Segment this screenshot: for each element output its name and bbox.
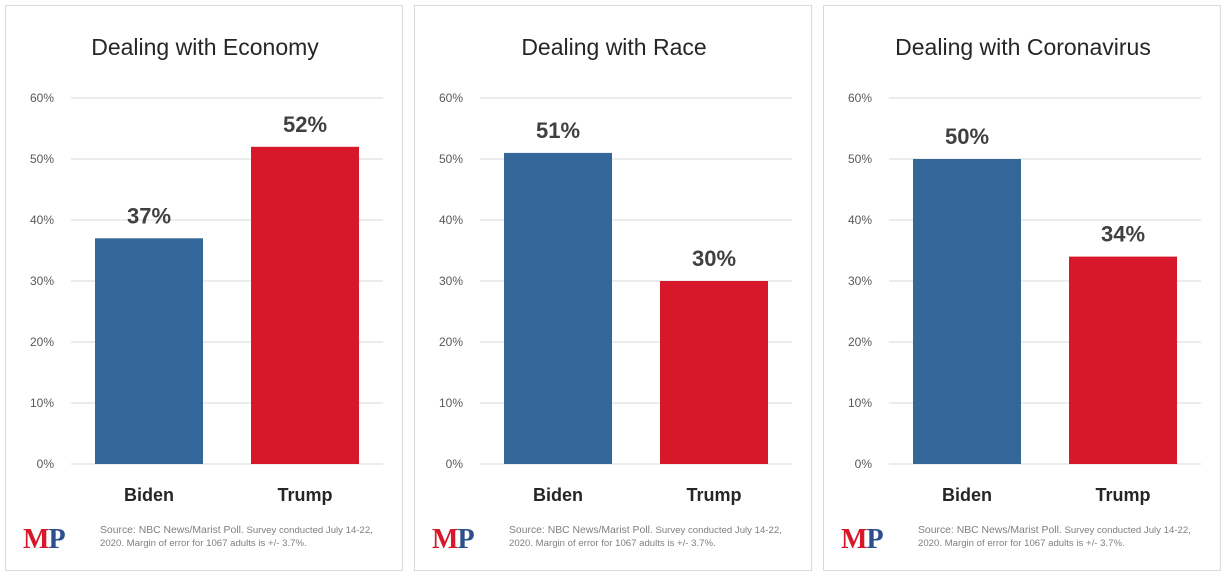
y-tick-label: 20%: [30, 335, 54, 349]
y-tick-label: 60%: [30, 91, 54, 105]
x-category-label: Biden: [124, 485, 174, 505]
y-tick-label: 50%: [30, 152, 54, 166]
source-rest: Survey conducted July 14-22, 2020. Margi…: [100, 525, 373, 549]
x-category-label: Biden: [942, 485, 992, 505]
y-tick-label: 0%: [855, 457, 873, 471]
bar-biden: [913, 159, 1021, 464]
data-label: 30%: [692, 246, 736, 271]
y-tick-label: 50%: [848, 152, 872, 166]
x-category-label: Trump: [277, 485, 332, 505]
data-label: 51%: [536, 118, 580, 143]
source-note: Source: NBC News/Marist Poll. Survey con…: [509, 524, 805, 550]
data-label: 37%: [127, 203, 171, 228]
data-label: 52%: [283, 112, 327, 137]
x-category-label: Trump: [686, 485, 741, 505]
data-label: 34%: [1101, 222, 1145, 247]
y-tick-label: 30%: [30, 274, 54, 288]
source-note: Source: NBC News/Marist Poll. Survey con…: [918, 524, 1214, 550]
bar-chart-race: Dealing with Race 0% 10% 20% 30% 40% 50% 60% 51%…: [439, 34, 792, 505]
y-tick-label: 60%: [848, 91, 872, 105]
x-category-label: Trump: [1095, 485, 1150, 505]
chart-panel-race: Dealing with Race 0% 10% 20% 30% 40% 50% 60% 51%…: [414, 5, 812, 571]
source-rest: Survey conducted July 14-22, 2020. Margi…: [509, 525, 782, 549]
y-tick-label: 40%: [30, 213, 54, 227]
source-lead: Source: NBC News/Marist Poll.: [509, 525, 653, 536]
marist-poll-logo: MP: [432, 524, 475, 555]
marist-poll-logo: MP: [23, 524, 66, 555]
y-tick-label: 20%: [848, 335, 872, 349]
source-rest: Survey conducted July 14-22, 2020. Margi…: [918, 525, 1191, 549]
chart-footer: MP Source: NBC News/Marist Poll. Survey …: [6, 520, 404, 566]
y-tick-label: 40%: [848, 213, 872, 227]
y-tick-label: 10%: [848, 396, 872, 410]
y-tick-label: 30%: [848, 274, 872, 288]
source-note: Source: NBC News/Marist Poll. Survey con…: [100, 524, 396, 550]
chart-panel-economy: Dealing with Economy 0% 10% 20% 30% 40% 50% 60%…: [5, 5, 403, 571]
bar-chart-economy: Dealing with Economy 0% 10% 20% 30% 40% 50% 60%…: [30, 34, 383, 505]
y-tick-label: 10%: [439, 396, 463, 410]
bar-trump: [251, 146, 359, 465]
y-tick-label: 0%: [37, 457, 55, 471]
chart-footer: MP Source: NBC News/Marist Poll. Survey …: [415, 520, 813, 566]
bar-trump: [660, 281, 768, 464]
source-lead: Source: NBC News/Marist Poll.: [100, 525, 244, 536]
chart-title: Dealing with Coronavirus: [895, 34, 1151, 60]
y-tick-label: 20%: [439, 335, 463, 349]
y-tick-label: 50%: [439, 152, 463, 166]
marist-poll-logo: MP: [841, 524, 884, 555]
chart-footer: MP Source: NBC News/Marist Poll. Survey …: [824, 520, 1222, 566]
chart-panel-coronavirus: Dealing with Coronavirus 0% 10% 20% 30% 40% 50…: [823, 5, 1221, 571]
bar-biden: [504, 152, 612, 464]
x-category-label: Biden: [533, 485, 583, 505]
bar-chart-coronavirus: Dealing with Coronavirus 0% 10% 20% 30% 40% 50…: [848, 34, 1201, 505]
source-lead: Source: NBC News/Marist Poll.: [918, 525, 1062, 536]
bar-biden: [95, 238, 203, 464]
chart-title: Dealing with Race: [521, 34, 706, 60]
chart-title: Dealing with Economy: [91, 34, 319, 60]
y-tick-label: 40%: [439, 213, 463, 227]
y-tick-label: 0%: [446, 457, 464, 471]
y-tick-label: 60%: [439, 91, 463, 105]
y-tick-label: 10%: [30, 396, 54, 410]
data-label: 50%: [945, 124, 989, 149]
y-tick-label: 30%: [439, 274, 463, 288]
bar-trump: [1069, 256, 1177, 464]
